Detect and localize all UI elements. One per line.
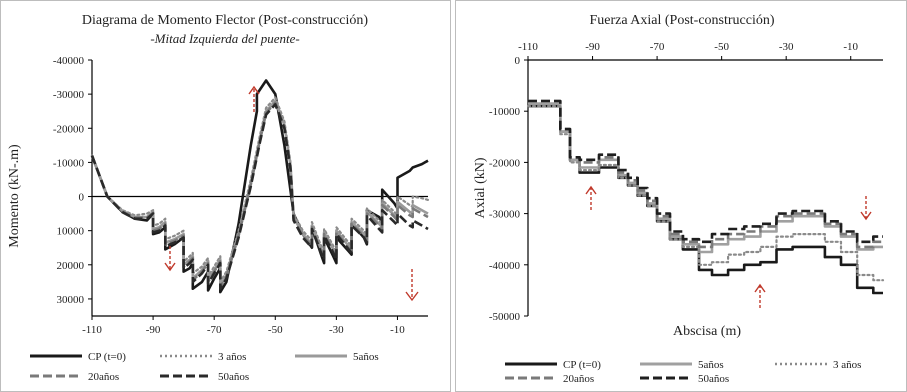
series-line	[528, 102, 883, 254]
arrow-down-icon	[405, 269, 419, 302]
series-line	[90, 101, 429, 289]
arrow-up-icon	[754, 283, 766, 308]
y-tick-label: -20000	[489, 157, 521, 169]
moment-chart-legend: CP (t=0) 3 años 5años 20años 50años	[30, 351, 379, 383]
x-tick-label: -10	[390, 324, 405, 336]
legend-label: 20años	[563, 373, 594, 385]
moment-chart-panel: Diagrama de Momento Flector (Post-constr…	[0, 0, 451, 392]
axial-chart-ticks: 0 -10000 -20000 -30000 -40000 -50000 -110 -90 -7…	[489, 41, 883, 323]
moment-chart-series	[90, 79, 430, 294]
axial-chart-title: Fuerza Axial (Post-construcción)	[589, 13, 774, 28]
x-tick-label: -90	[146, 324, 161, 336]
x-tick-label: -90	[585, 41, 600, 53]
legend-label: 20años	[88, 371, 119, 383]
y-tick-label: 30000	[57, 294, 85, 306]
y-tick-label: -40000	[489, 260, 521, 272]
axial-chart-ylabel: Axial (kN)	[473, 157, 488, 218]
legend-label: 50años	[218, 371, 249, 383]
y-tick-label: -20000	[53, 123, 85, 135]
moment-chart-ticks: -40000 -30000 -20000 -10000 0 10000 20000 30000…	[53, 55, 428, 336]
series-line	[90, 99, 429, 287]
arrow-up-icon	[585, 185, 597, 210]
x-tick-label: -50	[714, 41, 729, 53]
series-line	[90, 96, 430, 283]
x-tick-label: -110	[82, 324, 102, 336]
axial-chart-series	[526, 99, 885, 295]
moment-annotation-arrows	[164, 85, 419, 302]
legend-label: CP (t=0)	[88, 351, 126, 363]
x-tick-label: -110	[518, 41, 538, 53]
axial-annotation-arrows	[585, 185, 872, 308]
series-line	[90, 103, 429, 291]
series-line	[528, 99, 883, 249]
y-tick-label: -30000	[53, 89, 85, 101]
moment-chart-title: Diagrama de Momento Flector (Post-constr…	[82, 13, 368, 28]
y-tick-label: -10000	[53, 157, 85, 169]
moment-chart-subtitle: -Mitad Izquierda del puente-	[150, 31, 299, 46]
y-tick-label: 0	[79, 192, 85, 204]
legend-label: 50años	[698, 373, 729, 385]
y-tick-label: -50000	[489, 311, 521, 323]
legend-label: 5años	[698, 359, 724, 371]
moment-chart-ylabel: Momento (kN-.m)	[7, 144, 22, 248]
legend-label: CP (t=0)	[563, 359, 601, 371]
x-tick-label: -70	[650, 41, 665, 53]
x-tick-label: -10	[843, 41, 858, 53]
legend-label: 3 años	[218, 351, 246, 363]
x-tick-label: -30	[779, 41, 794, 53]
arrow-down-icon	[860, 196, 872, 221]
y-tick-label: -30000	[489, 209, 521, 221]
legend-label: 3 años	[833, 359, 861, 371]
arrow-down-icon	[164, 246, 176, 272]
y-tick-label: 10000	[57, 226, 85, 238]
y-tick-label: -40000	[53, 55, 85, 67]
series-line	[526, 104, 885, 282]
series-line	[90, 79, 429, 294]
series-line	[528, 99, 883, 244]
y-tick-label: -10000	[489, 106, 521, 118]
y-tick-label: 0	[515, 55, 521, 67]
arrow-up-icon	[248, 85, 260, 112]
axial-chart-legend: CP (t=0) 5años 3 años 20años 50años	[505, 359, 861, 385]
x-tick-label: -50	[268, 324, 283, 336]
y-tick-label: 20000	[57, 260, 85, 272]
axial-chart-panel: Fuerza Axial (Post-construcción) Axial (…	[455, 0, 907, 392]
x-tick-label: -30	[329, 324, 344, 336]
axial-chart-xlabel: Abscisa (m)	[673, 324, 741, 339]
x-tick-label: -70	[207, 324, 222, 336]
legend-label: 5años	[353, 351, 379, 363]
